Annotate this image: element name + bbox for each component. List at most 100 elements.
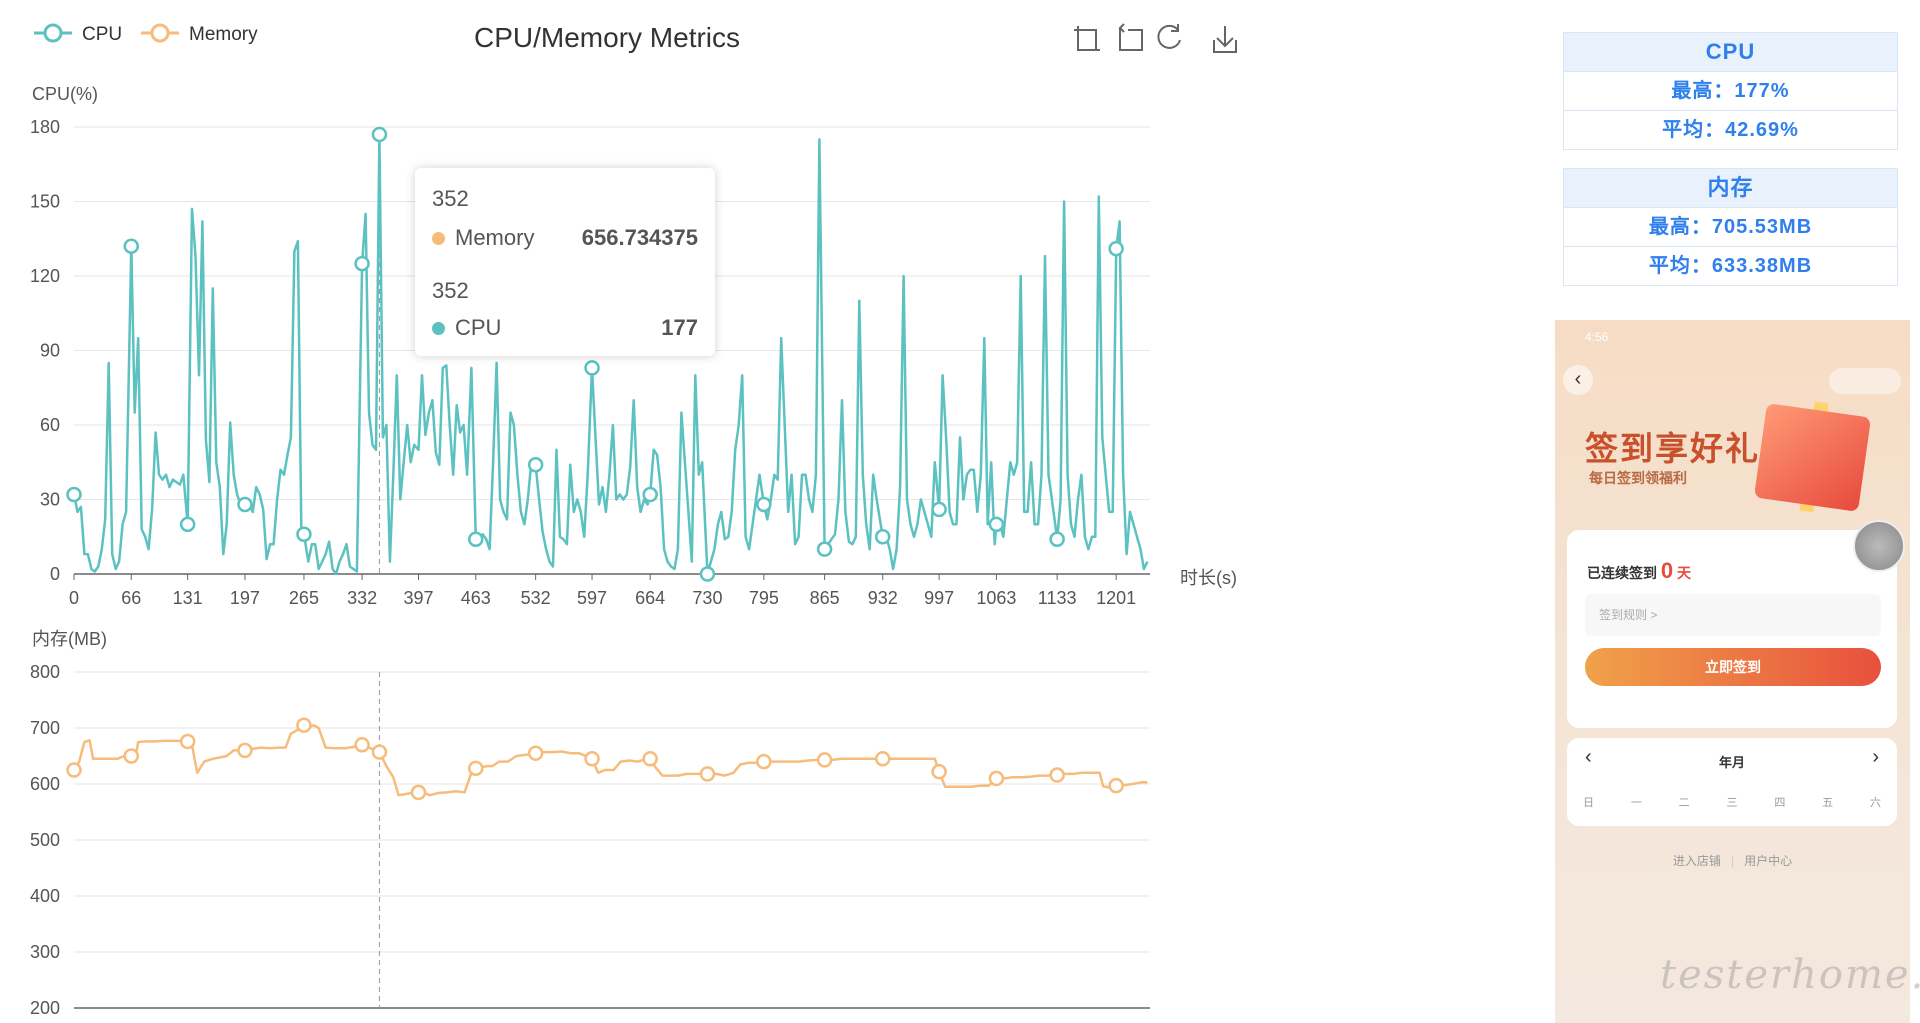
download-icon[interactable] [1213, 26, 1237, 53]
x-tick-label: 332 [347, 588, 377, 608]
data-point [642, 486, 658, 503]
zoom-reset-icon[interactable] [1118, 23, 1143, 51]
memory-dot-icon [432, 231, 445, 245]
y-tick-label: 200 [30, 998, 60, 1018]
chart-title: CPU/Memory Metrics [474, 22, 740, 53]
cpu-stats-panel: CPU 最高：177% 平均：42.69% [1563, 32, 1898, 150]
calendar-weekdays: 日 一 二 三 四 五 六 [1583, 794, 1881, 810]
data-point [237, 496, 253, 513]
data-point [354, 255, 370, 272]
footer-links: 进入店铺 | 用户中心 [1672, 854, 1793, 868]
data-point [527, 745, 544, 761]
legend-cpu-label: CPU [82, 24, 122, 45]
x-tick-label: 532 [521, 588, 551, 608]
cpu-dot-icon [432, 321, 445, 335]
calendar-next-icon[interactable]: › [1872, 746, 1879, 768]
weekday: 三 [1726, 797, 1738, 809]
zoom-icon[interactable] [1074, 26, 1100, 51]
data-point [296, 526, 312, 543]
data-point [296, 717, 312, 733]
data-point [756, 753, 772, 770]
data-point [1049, 531, 1065, 547]
x-axis-label: 时长(s) [1180, 568, 1237, 588]
data-point [1049, 767, 1065, 783]
streak-text: 已连续签到 0 天 [1587, 558, 1691, 584]
y-tick-label: 800 [30, 662, 60, 682]
x-tick-label: 131 [173, 588, 203, 608]
data-point [699, 766, 716, 782]
tooltip-cpu-value: 177 [661, 315, 698, 340]
data-point [816, 752, 833, 768]
mini-program-capsule[interactable] [1829, 368, 1901, 394]
x-tick-label: 932 [868, 588, 898, 608]
tooltip-memory-row: Memory 656.734375 [432, 223, 698, 253]
x-tick-label: 0 [69, 588, 79, 608]
signin-rules-link[interactable]: 签到规则 > [1585, 594, 1881, 636]
data-point [1108, 240, 1124, 257]
x-tick-label: 265 [289, 588, 319, 608]
data-point [354, 737, 370, 753]
legend-memory-label: Memory [189, 24, 258, 45]
x-tick-label: 1201 [1096, 588, 1136, 608]
data-point [468, 760, 484, 777]
data-point [756, 496, 772, 513]
data-point [931, 501, 947, 518]
y-tick-label: 700 [30, 718, 60, 738]
legend-memory[interactable]: Memory [141, 23, 258, 45]
cpu-stats-title: CPU [1564, 33, 1897, 72]
tooltip-memory-x: 352 [432, 186, 469, 211]
x-tick-label: 597 [577, 588, 607, 608]
banner-title: 签到享好礼 [1585, 430, 1760, 467]
weekday: 日 [1583, 797, 1594, 809]
floating-avatar-button[interactable] [1853, 520, 1905, 572]
tooltip-cpu-x: 352 [432, 278, 469, 303]
cpu-stats-max: 最高：177% [1564, 72, 1897, 111]
x-tick-label: 463 [461, 588, 491, 608]
data-point [66, 762, 82, 778]
tooltip-memory-value: 656.734375 [581, 225, 698, 250]
data-point [1108, 777, 1124, 794]
signin-card: 已连续签到 0 天 签到规则 > 立即签到 [1567, 530, 1897, 728]
metrics-chart: CPU Memory CPU/Memory Metrics CPU(%) 0 30 6… [30, 22, 1237, 1018]
data-point [179, 733, 196, 750]
x-tick-label: 1063 [976, 588, 1016, 608]
phone-status-time: 4:56 [1585, 330, 1609, 344]
y-tick-label: 90 [40, 341, 60, 361]
back-icon[interactable]: ‹ [1563, 365, 1593, 395]
weekday: 五 [1822, 797, 1834, 809]
user-center-link[interactable]: 用户中心 [1744, 854, 1793, 868]
data-point [179, 516, 196, 533]
memory-stats-avg: 平均：633.38MB [1648, 255, 1813, 277]
memory-stats-title: 内存 [1564, 169, 1897, 208]
x-tick-label: 865 [810, 588, 840, 608]
y-tick-label: 500 [30, 830, 60, 850]
x-tick-label: 664 [635, 588, 665, 608]
y-axis-label: 内存(MB) [32, 629, 107, 649]
enter-store-link[interactable]: 进入店铺 [1672, 854, 1721, 868]
series-line [72, 723, 1148, 797]
tooltip-memory-name: Memory [455, 225, 535, 250]
calendar-prev-icon[interactable]: ‹ [1585, 746, 1592, 768]
data-point [699, 566, 716, 582]
y-tick-label: 0 [50, 564, 60, 584]
data-point [371, 126, 388, 143]
weekday: 六 [1869, 797, 1881, 809]
data-point [410, 784, 427, 801]
gift-box-icon [1753, 403, 1872, 512]
legend-cpu[interactable]: CPU [34, 23, 122, 45]
data-point [584, 360, 600, 376]
x-tick-label: 197 [230, 588, 260, 608]
streak-unit: 天 [1677, 565, 1692, 581]
calendar-card: ‹ 年月 › 日 一 二 三 四 五 六 [1567, 738, 1897, 826]
restore-icon[interactable] [1157, 24, 1181, 49]
signin-button[interactable]: 立即签到 [1585, 648, 1881, 686]
streak-prefix: 已连续签到 [1587, 565, 1657, 581]
y-tick-label: 180 [30, 117, 60, 137]
tooltip-cpu-row: CPU 177 [432, 313, 698, 343]
data-point [123, 238, 140, 254]
data-point [237, 742, 253, 759]
weekday: 一 [1630, 797, 1642, 809]
y-axis-label: CPU(%) [32, 84, 98, 104]
y-tick-label: 30 [40, 490, 60, 510]
data-point [931, 763, 947, 780]
